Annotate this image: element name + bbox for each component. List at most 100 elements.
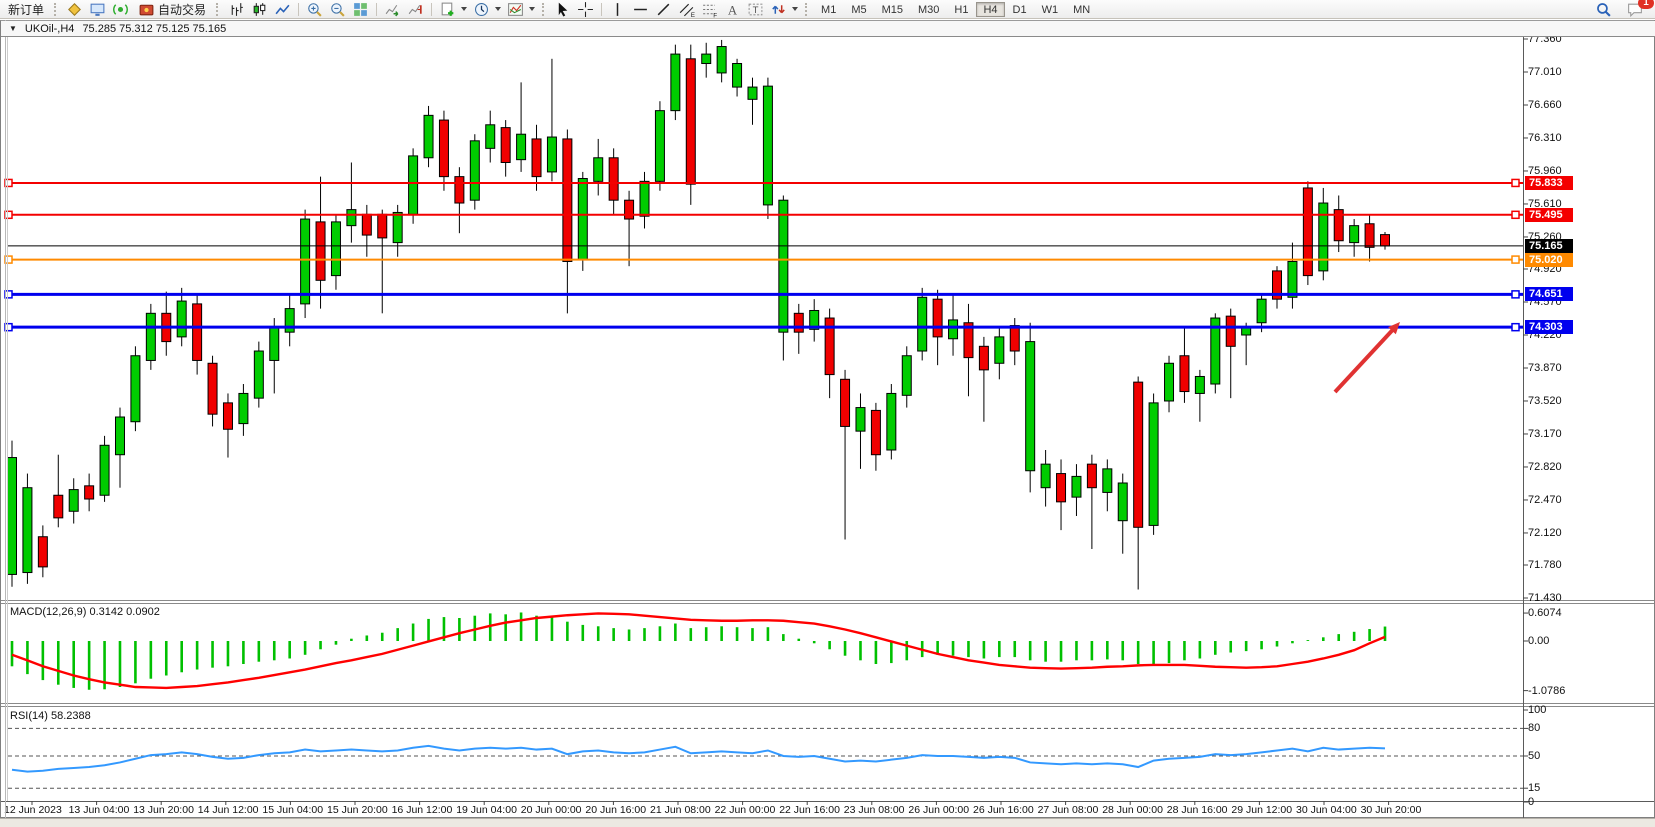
time-axis-label: 13 Jun 04:00 bbox=[69, 804, 130, 816]
candle bbox=[1319, 203, 1328, 271]
toolbar-grip bbox=[805, 3, 810, 16]
line-handle[interactable] bbox=[1512, 291, 1519, 298]
candle bbox=[902, 356, 911, 396]
zoom-out-button[interactable] bbox=[326, 1, 349, 18]
signal-icon bbox=[112, 1, 129, 18]
candlestick-chart-button[interactable] bbox=[248, 1, 271, 18]
candle bbox=[748, 87, 757, 99]
line-chart-button[interactable] bbox=[271, 1, 294, 18]
candle bbox=[1381, 235, 1390, 246]
candle bbox=[239, 393, 248, 423]
candle bbox=[1303, 188, 1312, 276]
autotrading-button[interactable]: 自动交易 bbox=[132, 1, 212, 18]
level-price-badge: 75.495 bbox=[1525, 208, 1573, 222]
arrow-line[interactable] bbox=[1335, 328, 1395, 392]
macd-panel-layer bbox=[12, 612, 1385, 689]
candle bbox=[316, 222, 325, 280]
timeframe-m30[interactable]: M30 bbox=[911, 2, 946, 17]
timeframe-w1[interactable]: W1 bbox=[1035, 2, 1066, 17]
candle bbox=[409, 156, 418, 214]
one-click-dropdown-icon[interactable]: ▼ bbox=[9, 24, 17, 33]
auto-scroll-button[interactable] bbox=[381, 1, 404, 18]
channel-tool-button[interactable]: E bbox=[675, 1, 698, 18]
candle bbox=[85, 486, 94, 499]
signals-button[interactable] bbox=[109, 1, 132, 18]
candle bbox=[1195, 376, 1204, 393]
candle bbox=[54, 495, 63, 518]
new-chart-button[interactable] bbox=[436, 1, 470, 18]
cursor-icon bbox=[554, 1, 571, 18]
candle bbox=[8, 458, 17, 575]
bar-chart-button[interactable] bbox=[225, 1, 248, 18]
timeframe-h4[interactable]: H4 bbox=[976, 2, 1004, 17]
time-axis-label: 26 Jun 00:00 bbox=[908, 804, 969, 816]
fibonacci-tool-button[interactable]: F bbox=[698, 1, 721, 18]
chart-symbol-label: UKOil-,H4 bbox=[25, 23, 75, 35]
line-handle[interactable] bbox=[5, 179, 12, 186]
price-axis-tick: 76.660 bbox=[1528, 99, 1562, 111]
price-axis-tick: 73.170 bbox=[1528, 428, 1562, 440]
line-handle[interactable] bbox=[5, 291, 12, 298]
timeframe-d1[interactable]: D1 bbox=[1006, 2, 1034, 17]
line-handle[interactable] bbox=[5, 324, 12, 331]
horizontal-line-tool-button[interactable] bbox=[629, 1, 652, 18]
line-handle[interactable] bbox=[1512, 256, 1519, 263]
candle bbox=[887, 393, 896, 450]
chart-shift-button[interactable] bbox=[404, 1, 427, 18]
chart-shift-icon bbox=[407, 1, 424, 18]
candle bbox=[131, 356, 140, 422]
toolbar-grip bbox=[54, 3, 59, 16]
axis-layer bbox=[1, 21, 1654, 818]
timeframe-m5[interactable]: M5 bbox=[844, 2, 873, 17]
candle bbox=[1365, 224, 1374, 248]
search-button[interactable] bbox=[1592, 1, 1615, 18]
horizontal-line-icon bbox=[632, 1, 649, 18]
line-handle[interactable] bbox=[5, 211, 12, 218]
candle bbox=[223, 403, 232, 429]
candle bbox=[517, 134, 526, 159]
zoom-in-button[interactable] bbox=[303, 1, 326, 18]
candle bbox=[563, 139, 572, 262]
timeframe-h1[interactable]: H1 bbox=[947, 2, 975, 17]
timeframe-m15[interactable]: M15 bbox=[875, 2, 910, 17]
line-handle[interactable] bbox=[1512, 324, 1519, 331]
new-order-button[interactable]: 新订单 bbox=[2, 1, 50, 18]
arrow-annotation[interactable] bbox=[1335, 322, 1400, 392]
periods-button[interactable] bbox=[470, 1, 504, 18]
market-watch-button[interactable] bbox=[86, 1, 109, 18]
indicators-button[interactable] bbox=[504, 1, 538, 18]
candle bbox=[702, 54, 711, 63]
candle bbox=[424, 115, 433, 157]
candles-layer bbox=[8, 40, 1390, 590]
window-edge bbox=[5, 20, 6, 818]
line-handle[interactable] bbox=[1512, 179, 1519, 186]
candle bbox=[578, 179, 587, 260]
line-handle[interactable] bbox=[1512, 211, 1519, 218]
crosshair-tool-button[interactable] bbox=[574, 1, 597, 18]
candle bbox=[655, 111, 664, 182]
tile-windows-button[interactable] bbox=[349, 1, 372, 18]
chart-profile-button[interactable] bbox=[63, 1, 86, 18]
text-label-tool-button[interactable]: T bbox=[744, 1, 767, 18]
bid-price-badge: 75.165 bbox=[1525, 239, 1573, 253]
arrows-tool-button[interactable] bbox=[767, 1, 801, 18]
timeframe-mn[interactable]: MN bbox=[1066, 2, 1097, 17]
price-axis-tick: 76.310 bbox=[1528, 132, 1562, 144]
cursor-tool-button[interactable] bbox=[551, 1, 574, 18]
notification-badge[interactable]: 1 bbox=[1638, 0, 1654, 9]
time-axis-label: 23 Jun 08:00 bbox=[844, 804, 905, 816]
crosshair-icon bbox=[577, 1, 594, 18]
trendline-tool-button[interactable] bbox=[652, 1, 675, 18]
time-axis-label: 26 Jun 16:00 bbox=[973, 804, 1034, 816]
timeframe-m1[interactable]: M1 bbox=[814, 2, 843, 17]
text-tool-button[interactable]: A bbox=[721, 1, 744, 18]
candle bbox=[1288, 261, 1297, 297]
candle bbox=[362, 214, 371, 235]
vertical-line-tool-button[interactable] bbox=[606, 1, 629, 18]
dropdown-caret-icon bbox=[495, 7, 501, 11]
line-handle[interactable] bbox=[5, 256, 12, 263]
candle bbox=[794, 313, 803, 332]
candle bbox=[270, 327, 279, 360]
